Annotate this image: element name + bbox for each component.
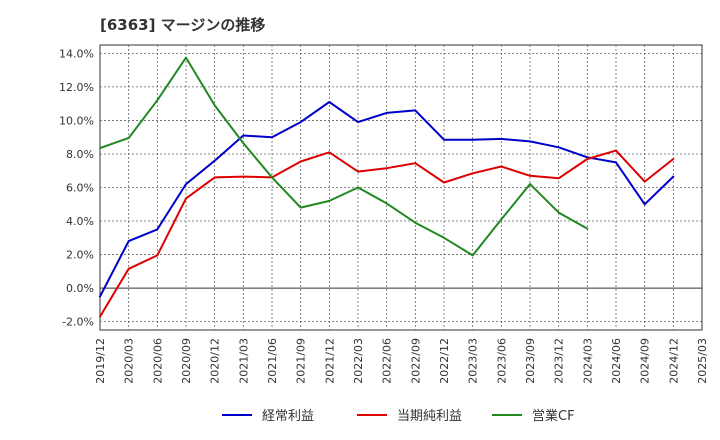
- y-tick-label: -2.0%: [62, 316, 94, 329]
- axis-layer: -2.0% 0.0% 2.0% 4.0% 6.0% 8.0% 10.0% 12.0% 14.0%…: [59, 47, 709, 383]
- x-tick-label: 2021/12: [323, 338, 336, 384]
- y-tick-label: 4.0%: [66, 215, 94, 228]
- x-tick-label: 2022/06: [381, 338, 394, 384]
- y-tick-label: 14.0%: [59, 47, 94, 60]
- x-tick-label: 2020/12: [209, 338, 222, 384]
- x-tick-label: 2020/06: [151, 338, 164, 384]
- x-tick-label: 2024/09: [639, 338, 652, 384]
- series-layer: [99, 56, 675, 318]
- legend-label-2: 当期純利益: [397, 409, 462, 424]
- legend-label-3: 営業CF: [532, 408, 575, 424]
- series-line-1: [99, 101, 675, 298]
- x-tick-label: 2020/09: [180, 338, 193, 384]
- y-tick-label: 6.0%: [66, 182, 94, 195]
- y-tick-label: 0.0%: [66, 282, 94, 295]
- legend-label-1: 経常利益: [262, 409, 314, 424]
- x-tick-label: 2019/12: [94, 338, 107, 384]
- x-tick-label: 2023/12: [553, 338, 566, 384]
- chart-title: [6363] マージンの推移: [100, 16, 266, 34]
- x-tick-label: 2023/03: [467, 338, 480, 384]
- y-tick-label: 2.0%: [66, 249, 94, 262]
- grid-layer: [99, 44, 703, 331]
- x-tick-label: 2021/06: [266, 338, 279, 384]
- x-tick-label: 2024/06: [610, 338, 623, 384]
- y-tick-label: 12.0%: [59, 81, 94, 94]
- y-tick-label: 10.0%: [59, 114, 94, 127]
- x-tick-label: 2020/03: [123, 338, 136, 384]
- x-tick-label: 2021/09: [295, 338, 308, 384]
- y-tick-label: 8.0%: [66, 148, 94, 161]
- x-tick-label: 2024/03: [581, 338, 594, 384]
- x-tick-label: 2021/03: [237, 338, 250, 384]
- x-tick-label: 2024/12: [667, 338, 680, 384]
- x-tick-label: 2025/03: [696, 338, 709, 384]
- x-tick-label: 2022/03: [352, 338, 365, 384]
- x-tick-label: 2022/09: [409, 338, 422, 384]
- x-tick-label: 2023/06: [495, 338, 508, 384]
- legend-layer: 経常利益 当期純利益 営業CF: [222, 408, 575, 424]
- x-tick-label: 2022/12: [438, 338, 451, 384]
- series-line-2: [99, 149, 675, 318]
- x-tick-label: 2023/09: [524, 338, 537, 384]
- series-line-3: [99, 56, 589, 257]
